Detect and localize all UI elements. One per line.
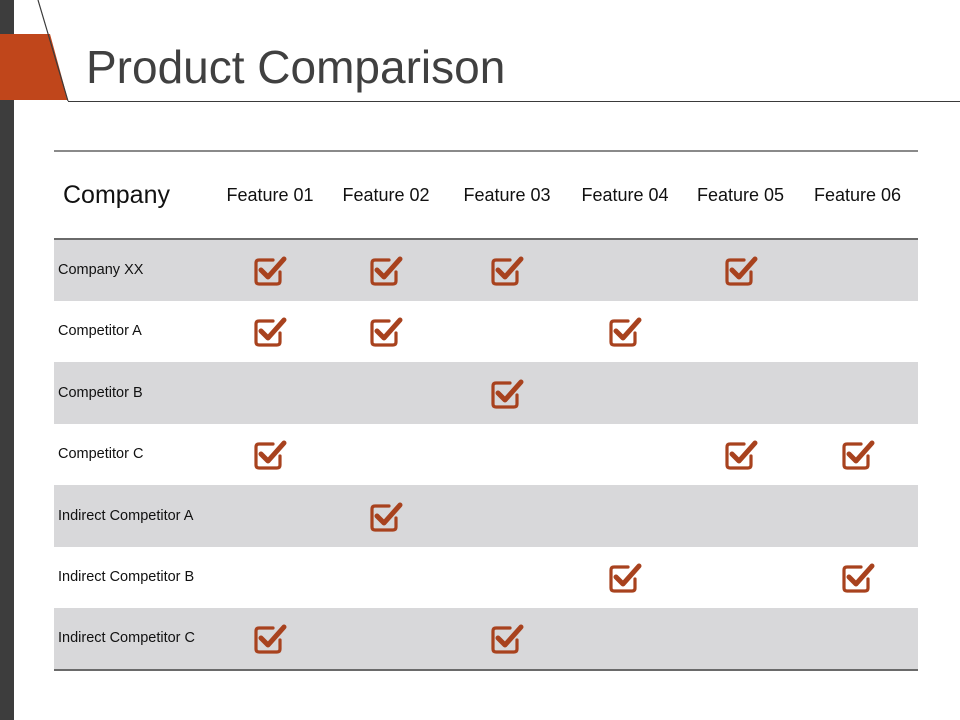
checkbox-checked-icon xyxy=(608,563,642,593)
feature-cell xyxy=(448,362,566,424)
feature-header: Feature 03 xyxy=(463,184,551,205)
feature-cell xyxy=(324,424,448,486)
row-label: Indirect Competitor A xyxy=(58,507,194,524)
feature-cell xyxy=(684,239,797,301)
checkbox-checked-icon xyxy=(369,502,403,532)
company-column-header: Company xyxy=(63,180,170,209)
table-row: Indirect Competitor A xyxy=(54,485,918,547)
feature-cell xyxy=(566,608,684,670)
feature-cell xyxy=(324,301,448,363)
feature-cell xyxy=(448,547,566,609)
row-label: Competitor A xyxy=(58,323,142,340)
table-row: Indirect Competitor B xyxy=(54,547,918,609)
feature-cell xyxy=(324,547,448,609)
diagonal-rule xyxy=(37,0,69,102)
checkbox-checked-icon xyxy=(608,317,642,347)
table-row: Competitor B xyxy=(54,362,918,424)
feature-cell xyxy=(566,362,684,424)
table-body: Company XX Competitor A Competitor B Compet… xyxy=(54,239,918,670)
row-label: Company XX xyxy=(58,262,144,279)
feature-cell xyxy=(797,424,918,486)
comparison-table: Company Feature 01 Feature 02 Feature 03… xyxy=(54,150,918,671)
checkbox-checked-icon xyxy=(369,317,403,347)
feature-cell xyxy=(684,424,797,486)
feature-header: Feature 02 xyxy=(342,184,430,205)
feature-cell xyxy=(216,424,324,486)
feature-cell xyxy=(216,239,324,301)
feature-cell xyxy=(448,485,566,547)
feature-cell xyxy=(216,485,324,547)
feature-cell xyxy=(797,547,918,609)
feature-cell xyxy=(324,239,448,301)
table-row: Competitor A xyxy=(54,301,918,363)
row-label: Indirect Competitor C xyxy=(58,630,195,647)
header-rule xyxy=(68,101,960,102)
feature-cell xyxy=(797,362,918,424)
header-decoration xyxy=(0,0,69,102)
feature-cell xyxy=(566,424,684,486)
checkbox-checked-icon xyxy=(253,317,287,347)
feature-cell xyxy=(797,608,918,670)
feature-cell xyxy=(448,608,566,670)
feature-header: Feature 06 xyxy=(813,184,902,205)
table-row: Competitor C xyxy=(54,424,918,486)
checkbox-checked-icon xyxy=(369,256,403,286)
feature-header: Feature 04 xyxy=(581,184,669,205)
feature-cell xyxy=(324,608,448,670)
feature-cell xyxy=(797,239,918,301)
table-row: Company XX xyxy=(54,239,918,301)
checkbox-checked-icon xyxy=(841,563,875,593)
row-label: Indirect Competitor B xyxy=(58,569,195,586)
row-label: Competitor B xyxy=(58,384,143,401)
checkbox-checked-icon xyxy=(253,440,287,470)
checkbox-checked-icon xyxy=(490,379,524,409)
feature-cell xyxy=(684,362,797,424)
feature-cell xyxy=(684,608,797,670)
checkbox-checked-icon xyxy=(490,256,524,286)
table-row: Indirect Competitor C xyxy=(54,608,918,670)
feature-cell xyxy=(216,547,324,609)
feature-cell xyxy=(566,547,684,609)
checkbox-checked-icon xyxy=(841,440,875,470)
feature-cell xyxy=(448,239,566,301)
feature-cell xyxy=(448,301,566,363)
feature-cell xyxy=(797,485,918,547)
checkbox-checked-icon xyxy=(724,256,758,286)
feature-cell xyxy=(216,362,324,424)
checkbox-checked-icon xyxy=(490,624,524,654)
checkbox-checked-icon xyxy=(253,624,287,654)
feature-cell xyxy=(684,547,797,609)
feature-cell xyxy=(324,485,448,547)
feature-cell xyxy=(684,485,797,547)
accent-tab xyxy=(0,34,68,100)
feature-header: Feature 05 xyxy=(696,184,785,205)
feature-cell xyxy=(684,301,797,363)
side-bar xyxy=(0,0,14,720)
feature-cell xyxy=(216,301,324,363)
row-label: Competitor C xyxy=(58,446,144,463)
feature-cell xyxy=(566,239,684,301)
feature-cell xyxy=(566,485,684,547)
checkbox-checked-icon xyxy=(724,440,758,470)
feature-cell xyxy=(448,424,566,486)
page-title: Product Comparison xyxy=(86,41,506,93)
feature-header: Feature 01 xyxy=(226,184,314,205)
feature-cell xyxy=(566,301,684,363)
feature-cell xyxy=(797,301,918,363)
checkbox-checked-icon xyxy=(253,256,287,286)
feature-cell xyxy=(216,608,324,670)
feature-cell xyxy=(324,362,448,424)
header-row: Company Feature 01 Feature 02 Feature 03… xyxy=(54,151,918,239)
